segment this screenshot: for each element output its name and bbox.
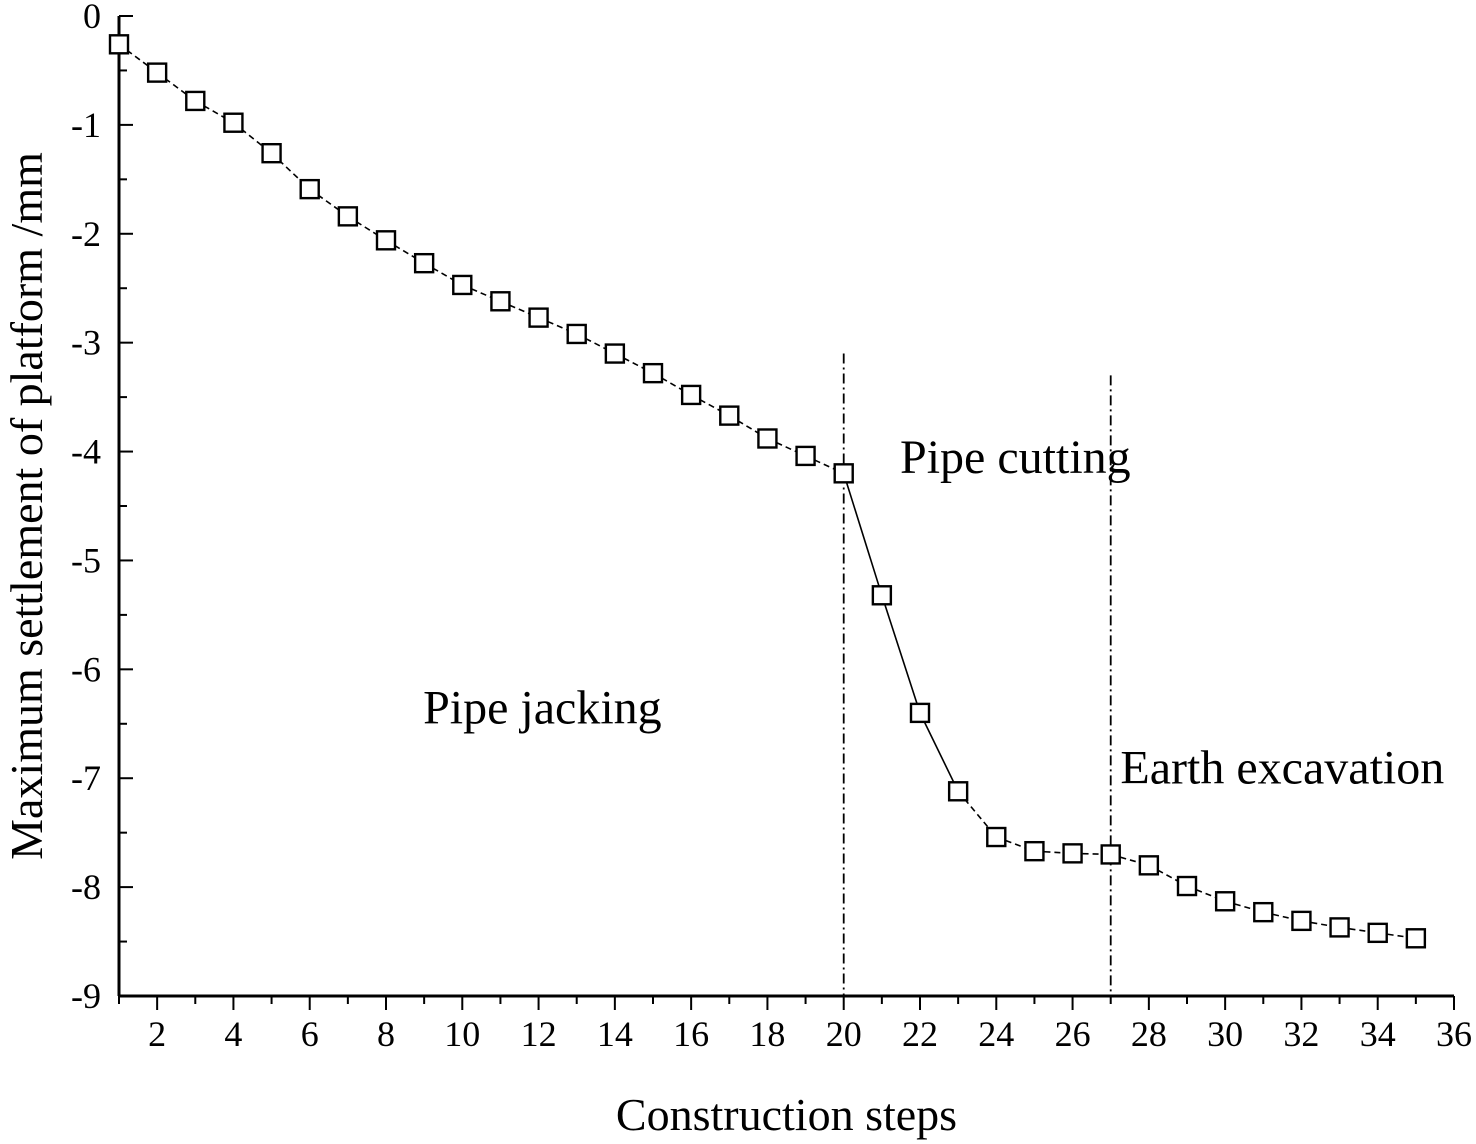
x-tick-label: 6	[301, 1014, 319, 1054]
x-tick-label: 24	[978, 1014, 1014, 1054]
x-tick-label: 28	[1131, 1014, 1167, 1054]
data-point	[833, 463, 854, 484]
data-series	[108, 34, 1427, 949]
data-point	[1176, 875, 1198, 897]
data-point	[1100, 844, 1121, 865]
x-tick-label: 16	[673, 1014, 709, 1054]
y-tick-label: -1	[71, 105, 101, 145]
phase-label: Earth excavation	[1120, 741, 1444, 794]
y-tick-label: 0	[83, 0, 101, 36]
x-tick-label: 30	[1207, 1014, 1243, 1054]
data-point	[146, 62, 168, 83]
x-tick-label: 22	[902, 1014, 938, 1054]
data-point	[871, 585, 893, 606]
series-segment	[919, 712, 959, 792]
data-point	[1329, 917, 1350, 938]
data-point	[642, 362, 664, 384]
data-point	[490, 291, 511, 312]
data-point	[1024, 840, 1045, 862]
x-tick-label: 8	[377, 1014, 395, 1054]
series-segment	[1148, 864, 1188, 887]
phase-label: Pipe jacking	[423, 681, 662, 734]
series-segment	[842, 473, 883, 596]
y-tick-label: -5	[71, 540, 101, 580]
data-point	[185, 90, 206, 112]
x-tick-label: 10	[444, 1014, 480, 1054]
y-tick-label: -6	[71, 649, 101, 689]
x-tick-label: 12	[521, 1014, 557, 1054]
data-point	[1291, 910, 1312, 932]
annotations: Pipe jacking Pipe cutting Earth excavation	[423, 431, 1444, 794]
x-tick-label: 20	[826, 1014, 862, 1054]
series-segment	[385, 239, 425, 264]
data-point	[909, 702, 931, 724]
series-segment	[118, 43, 158, 74]
data-point	[375, 230, 397, 251]
series-segment	[728, 414, 768, 440]
y-tick-label: -9	[71, 976, 101, 1016]
x-tick-label: 4	[224, 1014, 242, 1054]
data-point	[604, 343, 626, 364]
x-tick-label: 36	[1436, 1014, 1472, 1054]
data-point	[1214, 891, 1236, 912]
x-tick-label: 2	[148, 1014, 166, 1054]
reference-lines	[842, 353, 1112, 996]
data-point	[299, 178, 320, 200]
data-point	[261, 142, 282, 164]
y-axis-title: Maximum settlement of platform /mm	[1, 152, 52, 860]
data-point	[528, 307, 549, 328]
y-tick-label: -3	[71, 323, 101, 363]
series-segment	[347, 215, 387, 241]
series-segment	[881, 595, 921, 714]
series-segment	[423, 262, 463, 286]
series-segment	[690, 394, 730, 417]
data-point	[223, 112, 244, 133]
data-point	[452, 274, 473, 296]
y-tick-label: -2	[71, 214, 101, 254]
data-point	[413, 252, 435, 274]
data-point	[566, 323, 587, 345]
data-point	[947, 781, 969, 802]
data-point	[1367, 922, 1388, 944]
x-tick-label: 26	[1055, 1014, 1091, 1054]
data-point	[1062, 843, 1083, 864]
data-point	[1138, 855, 1160, 876]
axes: 2 4 6 8 10 12 14 16 18 20 22 24 26 28 30 32 34 360-1-2-3-…	[71, 0, 1472, 1054]
y-tick-label: -8	[71, 867, 101, 907]
data-point	[986, 826, 1007, 848]
x-tick-label: 14	[597, 1014, 633, 1054]
series-segment	[156, 71, 196, 102]
data-point	[1253, 901, 1274, 923]
y-tick-label: -7	[71, 758, 101, 798]
data-point	[680, 384, 702, 406]
data-point	[757, 428, 778, 449]
x-tick-label: 18	[749, 1014, 785, 1054]
data-point	[108, 34, 130, 55]
x-tick-label: 32	[1283, 1014, 1319, 1054]
series-segment	[194, 100, 234, 124]
data-point	[719, 405, 740, 426]
x-tick-label: 34	[1360, 1014, 1396, 1054]
y-tick-label: -4	[71, 432, 101, 472]
data-point	[337, 206, 359, 227]
data-point	[795, 445, 816, 467]
x-axis-title: Construction steps	[616, 1089, 957, 1140]
series-segment	[309, 188, 349, 218]
series-segment	[652, 372, 692, 396]
data-point	[1405, 928, 1427, 949]
phase-label: Pipe cutting	[900, 431, 1131, 484]
